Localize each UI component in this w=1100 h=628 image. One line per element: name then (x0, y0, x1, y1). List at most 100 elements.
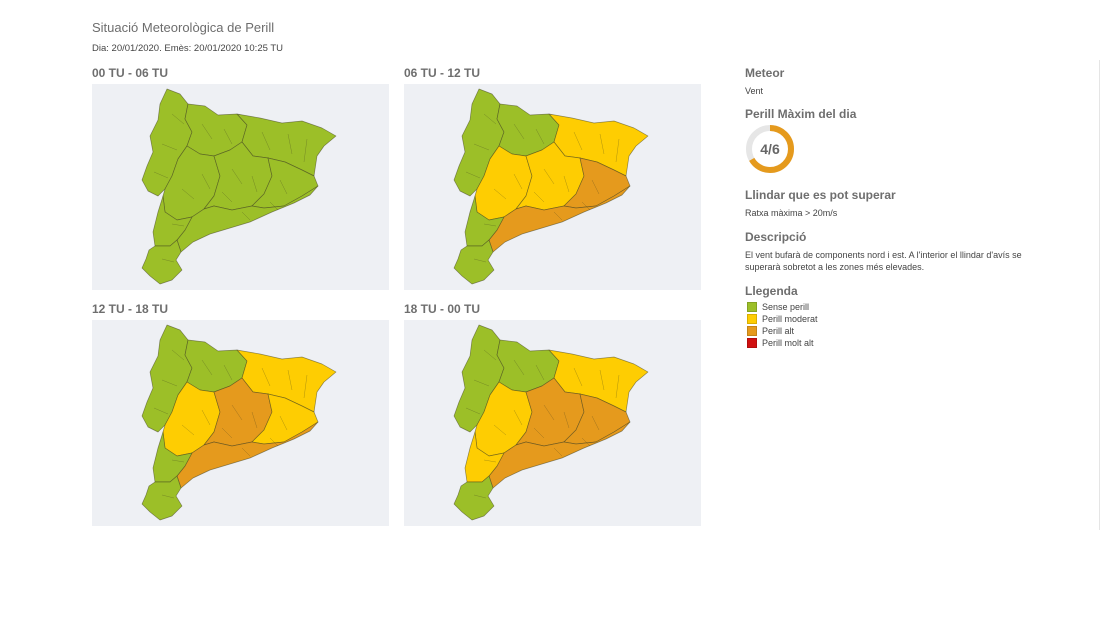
threshold-heading: Llindar que es pot superar (745, 188, 896, 202)
panel-label-12-18: 12 TU - 18 TU (92, 302, 169, 316)
county-border (223, 128, 233, 145)
map-panel-00-06[interactable] (92, 84, 389, 290)
county-border (615, 374, 620, 399)
legend-swatch (747, 314, 757, 324)
county-border (513, 359, 525, 376)
county-border (303, 374, 308, 399)
county-border (553, 447, 563, 457)
county-border (161, 379, 178, 387)
county-border (287, 369, 293, 391)
legend-heading: Llegenda (745, 284, 798, 298)
county-border (543, 404, 555, 421)
map-region-delta (141, 475, 183, 521)
county-border (231, 404, 243, 421)
legend-swatch (747, 338, 757, 348)
legend-label: Sense perill (762, 302, 810, 312)
county-border (241, 447, 251, 457)
map-panel-06-12[interactable] (404, 84, 701, 290)
max-danger-heading: Perill Màxim del dia (745, 107, 857, 121)
county-border (493, 188, 507, 200)
legend: Sense perill Perill moderat Perill alt P… (747, 301, 818, 349)
county-border (563, 411, 570, 429)
county-border (251, 411, 258, 429)
legend-item-perill-alt: Perill alt (747, 325, 818, 337)
county-border (171, 349, 185, 361)
county-border (201, 409, 211, 426)
county-border (615, 138, 620, 163)
map-region-delta (141, 239, 183, 285)
map-panel-12-18[interactable] (92, 320, 389, 526)
max-danger-gauge: 4/6 (745, 124, 795, 174)
county-border (201, 173, 211, 190)
county-border (483, 223, 497, 227)
county-border (535, 128, 545, 145)
county-border (279, 415, 288, 431)
county-border (153, 407, 169, 415)
county-border (261, 367, 271, 387)
catalonia-map (141, 88, 337, 285)
legend-item-sense-perill: Sense perill (747, 301, 818, 313)
county-border (171, 223, 185, 227)
county-border (261, 131, 271, 151)
county-border (533, 191, 545, 203)
county-border (465, 407, 481, 415)
county-border (493, 424, 507, 436)
legend-label: Perill alt (762, 326, 795, 336)
county-border (553, 211, 563, 221)
county-border (303, 138, 308, 163)
meteor-value: Vent (745, 86, 764, 96)
legend-label: Perill moderat (762, 314, 818, 324)
map-region-delta (453, 239, 495, 285)
page-title: Situació Meteorològica de Perill (92, 20, 275, 35)
county-border (231, 168, 243, 185)
gauge-fill-arc (746, 125, 794, 173)
panel-label-18-00: 18 TU - 00 TU (404, 302, 481, 316)
county-border (581, 201, 591, 211)
county-border (563, 175, 570, 193)
threshold-value: Ratxa màxima > 20m/s (745, 208, 838, 218)
county-border (201, 123, 213, 140)
county-border (279, 179, 288, 195)
catalonia-map (141, 324, 337, 521)
county-border (287, 133, 293, 155)
county-border (251, 175, 258, 193)
max-danger-value: 4/6 (760, 141, 780, 157)
county-border (181, 188, 195, 200)
county-border (513, 123, 525, 140)
map-panel-18-00[interactable] (404, 320, 701, 526)
meteor-heading: Meteor (745, 66, 785, 80)
county-border (171, 113, 185, 125)
legend-swatch (747, 326, 757, 336)
county-border (573, 131, 583, 151)
county-border (161, 143, 178, 151)
county-border (221, 427, 233, 439)
county-border (591, 179, 600, 195)
legend-label: Perill molt alt (762, 338, 814, 348)
county-border (591, 415, 600, 431)
county-border (465, 171, 481, 179)
panel-label-00-06: 00 TU - 06 TU (92, 66, 169, 80)
county-border (269, 201, 279, 211)
legend-item-perill-molt-alt: Perill molt alt (747, 337, 818, 349)
county-border (581, 437, 591, 447)
county-border (599, 369, 605, 391)
county-border (473, 379, 490, 387)
county-border (153, 171, 169, 179)
description-text: El vent bufarà de components nord i est.… (745, 250, 1022, 272)
county-border (543, 168, 555, 185)
catalonia-map (453, 324, 649, 521)
map-region-delta (453, 475, 495, 521)
panel-label-06-12: 06 TU - 12 TU (404, 66, 481, 80)
county-border (201, 359, 213, 376)
county-border (161, 258, 175, 263)
catalonia-map (453, 88, 649, 285)
county-border (483, 113, 497, 125)
county-border (473, 258, 487, 263)
county-border (473, 143, 490, 151)
county-border (223, 364, 233, 381)
county-border (161, 494, 175, 499)
county-border (533, 427, 545, 439)
county-border (241, 211, 251, 221)
issue-date: Dia: 20/01/2020. Emès: 20/01/2020 10:25 … (92, 43, 284, 54)
description-heading: Descripció (745, 230, 807, 244)
